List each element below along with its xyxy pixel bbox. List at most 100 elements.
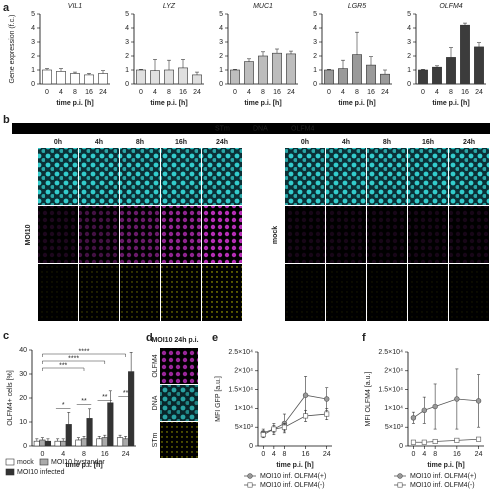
legend-label: MOI10 inf. OLFM4(+) bbox=[260, 473, 326, 480]
legend-swatch bbox=[39, 458, 49, 466]
data-point bbox=[302, 392, 309, 398]
y-tick-label: 0 bbox=[219, 81, 223, 88]
micrograph-signal bbox=[79, 148, 119, 205]
x-tick-label: 0 bbox=[40, 451, 44, 458]
time-label: 0h bbox=[301, 139, 309, 146]
y-tick-label: 4 bbox=[125, 25, 129, 32]
y-tick-label: 1.5×10⁴ bbox=[378, 386, 403, 393]
y-tick-label: 1 bbox=[125, 67, 129, 74]
bar bbox=[352, 54, 362, 85]
x-axis-label: time p.i. [h] bbox=[427, 462, 464, 469]
y-tick-label: 4 bbox=[407, 25, 411, 32]
micrograph-signal bbox=[120, 148, 160, 205]
y-tick-label: 30 bbox=[19, 371, 27, 378]
significance-label: *** bbox=[59, 362, 67, 369]
y-tick-label: 3 bbox=[407, 39, 411, 46]
micrograph-signal bbox=[285, 148, 325, 205]
x-tick-label: 16 bbox=[461, 89, 469, 96]
micrograph-signal bbox=[161, 148, 201, 205]
y-tick-label: 0 bbox=[407, 81, 411, 88]
bar bbox=[80, 438, 88, 447]
legend-bar bbox=[12, 123, 490, 134]
x-tick-label: 24 bbox=[323, 451, 331, 458]
significance-label: ** bbox=[81, 398, 87, 405]
bar bbox=[33, 440, 40, 447]
legend-label: MOI10 bystander bbox=[51, 459, 105, 466]
bar bbox=[474, 46, 484, 85]
y-tick-label: 2 bbox=[125, 53, 129, 60]
y-tick-label: 5 bbox=[125, 11, 129, 18]
x-tick-label: 4 bbox=[153, 89, 157, 96]
x-tick-label: 0 bbox=[139, 89, 143, 96]
x-tick-label: 8 bbox=[433, 451, 437, 458]
significance-bracket bbox=[42, 353, 126, 357]
bar bbox=[44, 440, 52, 447]
y-tick-label: 1×10⁴ bbox=[384, 405, 403, 412]
y-tick-label: 5×10³ bbox=[385, 424, 404, 431]
micrograph-signal bbox=[38, 148, 78, 205]
y-tick-label: 1×10⁴ bbox=[234, 405, 253, 412]
y-tick-label: 1 bbox=[313, 67, 317, 74]
time-label: 0h bbox=[54, 139, 62, 146]
x-axis-label: time p.i. [h] bbox=[432, 100, 469, 107]
time-label: 8h bbox=[136, 139, 144, 146]
x-axis-label: time p.i. [h] bbox=[56, 100, 93, 107]
x-tick-label: 24 bbox=[381, 89, 389, 96]
micrograph-signal bbox=[449, 206, 489, 263]
x-tick-label: 0 bbox=[233, 89, 237, 96]
legend-swatch bbox=[5, 458, 15, 466]
bar bbox=[178, 67, 188, 85]
y-tick-label: 5 bbox=[407, 11, 411, 18]
y-tick-label: 2 bbox=[407, 53, 411, 60]
bar bbox=[460, 24, 470, 85]
y-axis-label: MFI GFP [a.u.] bbox=[215, 376, 222, 422]
significance-bracket bbox=[42, 367, 85, 371]
micrograph-signal bbox=[202, 264, 242, 321]
channel-label: STm bbox=[152, 432, 159, 447]
legend-marker bbox=[247, 482, 253, 488]
micrograph-signal bbox=[161, 206, 201, 263]
bar bbox=[244, 61, 254, 85]
y-tick-label: 2×10⁴ bbox=[384, 368, 403, 375]
legend-label: OLFM4 bbox=[291, 125, 314, 132]
time-label: 4h bbox=[95, 139, 103, 146]
time-label: 4h bbox=[342, 139, 350, 146]
time-label: 24h bbox=[463, 139, 475, 146]
x-tick-label: 8 bbox=[355, 89, 359, 96]
y-tick-label: 4 bbox=[313, 25, 317, 32]
legend-swatch bbox=[5, 468, 15, 476]
bar bbox=[65, 424, 72, 447]
x-tick-label: 4 bbox=[272, 451, 276, 458]
y-tick-label: 5 bbox=[219, 11, 223, 18]
y-tick-label: 2 bbox=[219, 53, 223, 60]
bar bbox=[56, 71, 66, 85]
x-tick-label: 24 bbox=[287, 89, 295, 96]
y-tick-label: 10 bbox=[19, 419, 27, 426]
micrograph-signal bbox=[202, 206, 242, 263]
x-tick-label: 4 bbox=[247, 89, 251, 96]
legend-label: DNA bbox=[253, 125, 268, 132]
data-point bbox=[324, 411, 330, 417]
significance-label: **** bbox=[68, 355, 79, 362]
micrograph-signal bbox=[285, 264, 325, 321]
bar bbox=[150, 70, 160, 85]
micrograph-signal bbox=[326, 148, 366, 205]
y-axis-label: Gene expression (f.c.) bbox=[9, 15, 16, 84]
x-tick-label: 16 bbox=[273, 89, 281, 96]
x-tick-label: 16 bbox=[453, 451, 461, 458]
data-point bbox=[260, 432, 266, 438]
bar bbox=[366, 64, 376, 85]
x-tick-label: 0 bbox=[421, 89, 425, 96]
bar bbox=[338, 68, 348, 85]
micrograph-signal bbox=[160, 422, 198, 458]
chart-title: MUC1 bbox=[253, 3, 273, 10]
micrograph-signal bbox=[285, 206, 325, 263]
data-point bbox=[410, 415, 417, 421]
micrograph-signal bbox=[326, 264, 366, 321]
x-tick-label: 8 bbox=[282, 451, 286, 458]
data-point bbox=[432, 438, 438, 444]
x-tick-label: 16 bbox=[302, 451, 310, 458]
micrograph-signal bbox=[160, 385, 198, 421]
x-tick-label: 24 bbox=[122, 451, 130, 458]
